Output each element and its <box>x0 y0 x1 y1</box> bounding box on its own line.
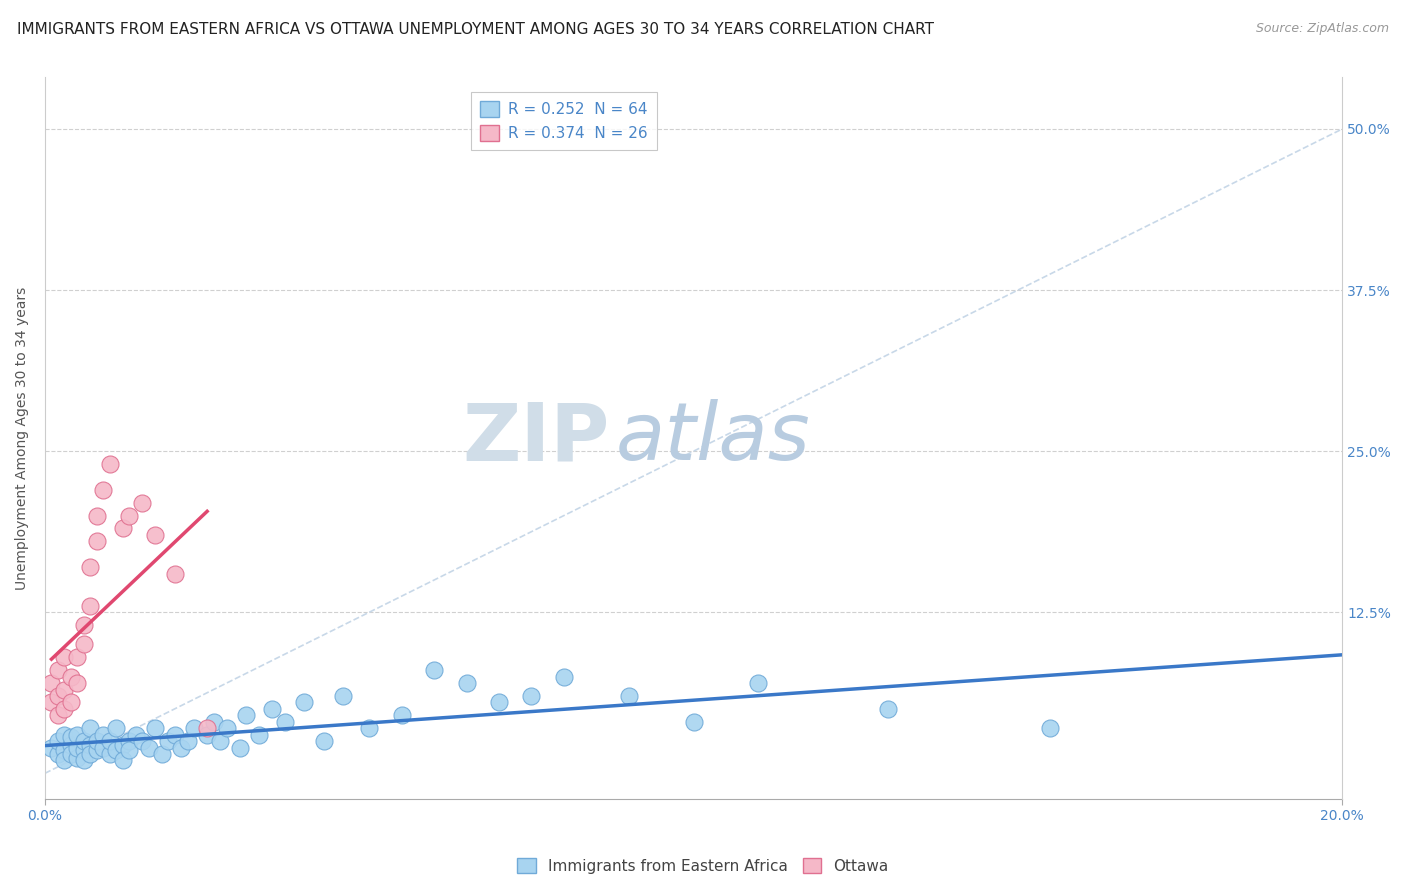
Y-axis label: Unemployment Among Ages 30 to 34 years: Unemployment Among Ages 30 to 34 years <box>15 286 30 590</box>
Point <box>682 714 704 729</box>
Point <box>1039 721 1062 735</box>
Point <box>131 734 153 748</box>
Point <box>66 740 89 755</box>
Point <box>209 734 232 748</box>
Point <box>53 753 76 767</box>
Point <box>553 670 575 684</box>
Point <box>138 740 160 755</box>
Point <box>59 747 82 761</box>
Point <box>73 637 96 651</box>
Point <box>105 743 128 757</box>
Point <box>391 708 413 723</box>
Text: Source: ZipAtlas.com: Source: ZipAtlas.com <box>1256 22 1389 36</box>
Point <box>274 714 297 729</box>
Point <box>53 743 76 757</box>
Text: atlas: atlas <box>616 400 810 477</box>
Point <box>118 743 141 757</box>
Point <box>520 689 543 703</box>
Point <box>46 689 69 703</box>
Point <box>79 560 101 574</box>
Point <box>877 702 900 716</box>
Point <box>93 740 115 755</box>
Point <box>747 676 769 690</box>
Point <box>59 670 82 684</box>
Legend: Immigrants from Eastern Africa, Ottawa: Immigrants from Eastern Africa, Ottawa <box>512 852 894 880</box>
Point <box>59 738 82 752</box>
Point <box>312 734 335 748</box>
Point <box>195 721 218 735</box>
Point <box>46 734 69 748</box>
Point <box>41 676 63 690</box>
Point <box>111 521 134 535</box>
Point <box>59 695 82 709</box>
Point <box>170 740 193 755</box>
Point <box>143 721 166 735</box>
Point <box>235 708 257 723</box>
Point <box>79 747 101 761</box>
Point <box>66 728 89 742</box>
Point <box>157 734 180 748</box>
Point <box>86 508 108 523</box>
Point <box>46 708 69 723</box>
Point <box>195 728 218 742</box>
Point <box>150 747 173 761</box>
Point <box>294 695 316 709</box>
Text: IMMIGRANTS FROM EASTERN AFRICA VS OTTAWA UNEMPLOYMENT AMONG AGES 30 TO 34 YEARS : IMMIGRANTS FROM EASTERN AFRICA VS OTTAWA… <box>17 22 934 37</box>
Point <box>98 457 121 471</box>
Point <box>93 483 115 497</box>
Point <box>73 743 96 757</box>
Point <box>163 566 186 581</box>
Point <box>332 689 354 703</box>
Point <box>488 695 510 709</box>
Point <box>86 534 108 549</box>
Point <box>163 728 186 742</box>
Point <box>59 730 82 744</box>
Point <box>53 650 76 665</box>
Point <box>79 738 101 752</box>
Legend: R = 0.252  N = 64, R = 0.374  N = 26: R = 0.252 N = 64, R = 0.374 N = 26 <box>471 92 657 150</box>
Point <box>125 728 148 742</box>
Point <box>228 740 250 755</box>
Point <box>143 528 166 542</box>
Point <box>111 753 134 767</box>
Text: ZIP: ZIP <box>463 400 609 477</box>
Point <box>98 734 121 748</box>
Point <box>247 728 270 742</box>
Point <box>66 650 89 665</box>
Point <box>79 599 101 613</box>
Point <box>41 740 63 755</box>
Point <box>176 734 198 748</box>
Point <box>53 702 76 716</box>
Point <box>617 689 640 703</box>
Point <box>73 734 96 748</box>
Point <box>41 695 63 709</box>
Point <box>73 618 96 632</box>
Point <box>183 721 205 735</box>
Point <box>111 738 134 752</box>
Point <box>118 508 141 523</box>
Point <box>46 663 69 677</box>
Point <box>66 751 89 765</box>
Point <box>359 721 381 735</box>
Point <box>79 721 101 735</box>
Point <box>131 496 153 510</box>
Point <box>260 702 283 716</box>
Point <box>53 728 76 742</box>
Point <box>86 734 108 748</box>
Point <box>105 721 128 735</box>
Point <box>423 663 446 677</box>
Point <box>202 714 225 729</box>
Point <box>53 682 76 697</box>
Point <box>93 728 115 742</box>
Point <box>46 747 69 761</box>
Point <box>118 734 141 748</box>
Point <box>456 676 478 690</box>
Point <box>73 753 96 767</box>
Point <box>215 721 238 735</box>
Point <box>66 676 89 690</box>
Point <box>86 743 108 757</box>
Point <box>98 747 121 761</box>
